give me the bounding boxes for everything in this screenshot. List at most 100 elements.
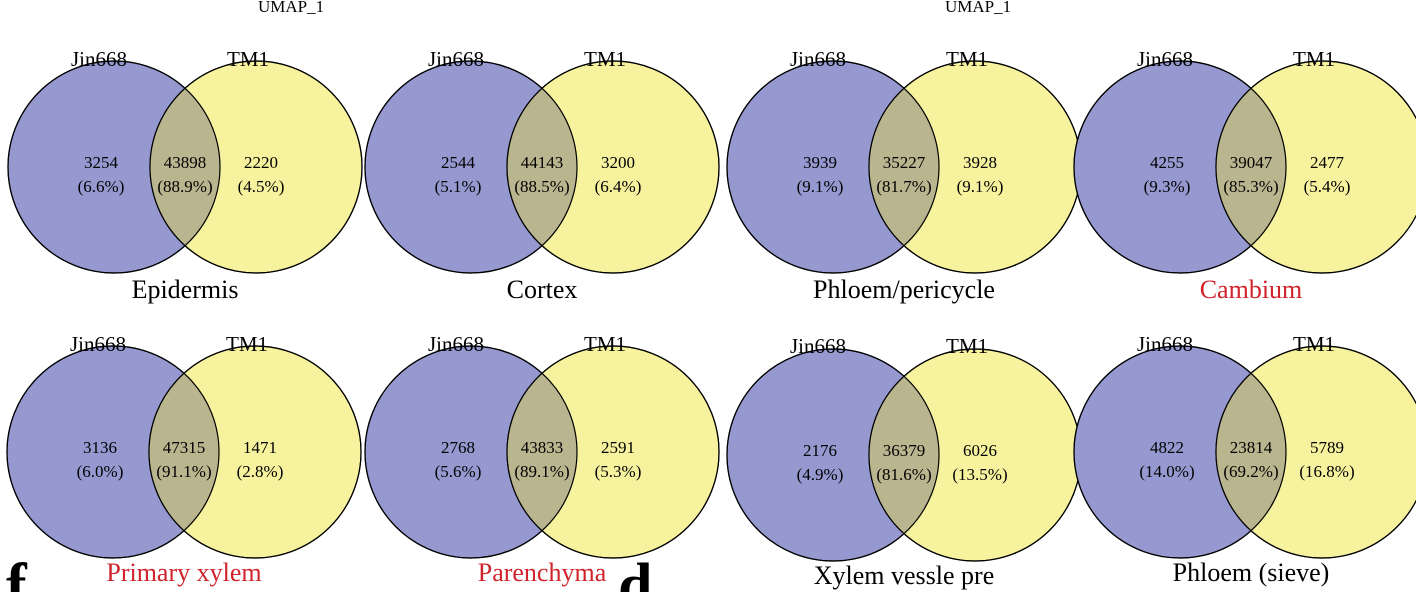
venn-outline-jin668 (7, 60, 221, 274)
left-percent: (5.1%) (435, 177, 482, 196)
venn-diagram: Jin668 TM1 4255 (9.3%) 39047 (85.3%) 2477 (5.4%… (1073, 47, 1416, 304)
overlap-percent: (81.7%) (876, 177, 931, 196)
venn-outline-jin668 (6, 345, 220, 559)
set-label-jin668: Jin668 (790, 334, 846, 358)
left-percent: (5.6%) (435, 462, 482, 481)
venn-overlap-region (869, 61, 939, 273)
set-label-jin668: Jin668 (428, 47, 484, 71)
overlap-count: 23814 (1230, 438, 1273, 457)
venn-overlap-region (1216, 61, 1286, 273)
set-label-tm1: TM1 (1293, 332, 1335, 356)
right-percent: (4.5%) (238, 177, 285, 196)
venn-diagram: Jin668 TM1 3136 (6.0%) 47315 (91.1%) 1471 (2.8%… (6, 332, 362, 587)
partial-panel-letter-d: d (618, 552, 652, 592)
left-percent: (9.3%) (1144, 177, 1191, 196)
right-count: 2220 (244, 153, 278, 172)
right-percent: (2.8%) (237, 462, 284, 481)
venn-diagram: Jin668 TM1 3254 (6.6%) 43898 (88.9%) 2220 (4.5%… (7, 47, 363, 304)
right-count: 1471 (243, 438, 277, 457)
right-percent: (13.5%) (952, 465, 1007, 484)
right-percent: (5.4%) (1304, 177, 1351, 196)
venn-overlap-region (150, 61, 220, 273)
left-percent: (14.0%) (1139, 462, 1194, 481)
left-percent: (4.9%) (797, 465, 844, 484)
overlap-count: 44143 (521, 153, 564, 172)
set-label-jin668: Jin668 (1137, 47, 1193, 71)
right-count: 3200 (601, 153, 635, 172)
right-count: 2591 (601, 438, 635, 457)
venn-outline-jin668 (726, 348, 940, 562)
venn-overlap-region (869, 349, 939, 561)
venn-outline-tm1 (1215, 60, 1416, 274)
venn-outline-tm1 (148, 345, 362, 559)
venn-title: Primary xylem (106, 558, 261, 587)
overlap-count: 43898 (164, 153, 207, 172)
left-percent: (6.6%) (78, 177, 125, 196)
overlap-count: 36379 (883, 441, 926, 460)
venn-outline-tm1 (506, 345, 720, 559)
top-axis-label-2: UMAP_1 (945, 0, 1011, 16)
set-label-jin668: Jin668 (428, 332, 484, 356)
right-percent: (5.3%) (595, 462, 642, 481)
left-count: 3136 (83, 438, 117, 457)
set-label-jin668: Jin668 (71, 47, 127, 71)
set-label-tm1: TM1 (946, 334, 988, 358)
right-count: 3928 (963, 153, 997, 172)
top-axis-label-1: UMAP_1 (258, 0, 324, 16)
venn-overlap-region (507, 61, 577, 273)
venn-outline-jin668 (1073, 345, 1287, 559)
overlap-count: 39047 (1230, 153, 1273, 172)
set-label-tm1: TM1 (946, 47, 988, 71)
venn-outline-jin668 (364, 60, 578, 274)
venn-title: Phloem/pericycle (813, 275, 995, 304)
set-label-tm1: TM1 (584, 47, 626, 71)
overlap-count: 35227 (883, 153, 926, 172)
set-label-jin668: Jin668 (1137, 332, 1193, 356)
left-count: 4822 (1150, 438, 1184, 457)
venn-title: Phloem (sieve) (1173, 558, 1330, 587)
venn-outline-tm1 (506, 60, 720, 274)
venn-diagram: Jin668 TM1 2544 (5.1%) 44143 (88.5%) 3200 (6.4%… (364, 47, 720, 304)
left-count: 3939 (803, 153, 837, 172)
set-label-jin668: Jin668 (790, 47, 846, 71)
venn-overlap-region (149, 346, 219, 558)
venn-outline-jin668 (364, 345, 578, 559)
set-label-jin668: Jin668 (70, 332, 126, 356)
overlap-percent: (81.6%) (876, 465, 931, 484)
overlap-percent: (85.3%) (1223, 177, 1278, 196)
venn-overlap-region (1216, 346, 1286, 558)
set-label-tm1: TM1 (227, 47, 269, 71)
left-count: 2768 (441, 438, 475, 457)
right-percent: (9.1%) (957, 177, 1004, 196)
set-label-tm1: TM1 (584, 332, 626, 356)
venn-diagram: Jin668 TM1 4822 (14.0%) 23814 (69.2%) 5789 (16.… (1073, 332, 1416, 587)
venn-title: Epidermis (132, 275, 239, 304)
right-count: 2477 (1310, 153, 1345, 172)
set-label-tm1: TM1 (226, 332, 268, 356)
left-percent: (9.1%) (797, 177, 844, 196)
right-percent: (6.4%) (595, 177, 642, 196)
left-count: 4255 (1150, 153, 1184, 172)
overlap-percent: (88.9%) (157, 177, 212, 196)
overlap-percent: (69.2%) (1223, 462, 1278, 481)
venn-title: Xylem vessle pre (814, 561, 995, 590)
venn-diagram: Jin668 TM1 3939 (9.1%) 35227 (81.7%) 3928 (9.1%… (726, 47, 1082, 304)
venn-title: Cortex (507, 275, 578, 304)
venn-title: Parenchyma (478, 558, 607, 587)
overlap-count: 47315 (163, 438, 206, 457)
left-count: 2544 (441, 153, 476, 172)
right-percent: (16.8%) (1299, 462, 1354, 481)
overlap-percent: (88.5%) (514, 177, 569, 196)
overlap-percent: (89.1%) (514, 462, 569, 481)
left-count: 2176 (803, 441, 837, 460)
venn-overlap-region (507, 346, 577, 558)
left-percent: (6.0%) (77, 462, 124, 481)
venn-outline-jin668 (726, 60, 940, 274)
venn-outline-tm1 (1215, 345, 1416, 559)
set-label-tm1: TM1 (1293, 47, 1335, 71)
venn-diagram: Jin668 TM1 2768 (5.6%) 43833 (89.1%) 2591 (5.3%… (364, 332, 720, 587)
venn-grid: Jin668 TM1 3254 (6.6%) 43898 (88.9%) 2220 (4.5%… (6, 47, 1416, 590)
venn-outline-tm1 (149, 60, 363, 274)
right-count: 6026 (963, 441, 997, 460)
